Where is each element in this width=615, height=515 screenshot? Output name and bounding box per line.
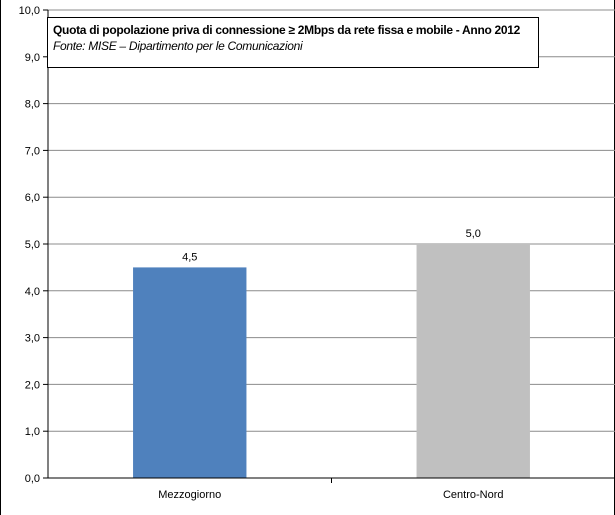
y-tick-label: 5,0 — [25, 239, 40, 251]
chart-title: Quota di popolazione priva di connession… — [53, 23, 521, 37]
y-tick-label: 8,0 — [25, 99, 40, 111]
x-category-label: Centro-Nord — [443, 489, 504, 501]
bar-mezzogiorno — [133, 267, 247, 478]
bars — [133, 244, 530, 478]
axes — [47, 10, 615, 483]
y-tick-label: 0,0 — [25, 473, 40, 485]
y-tick-label: 6,0 — [25, 192, 40, 204]
y-tick-label: 9,0 — [25, 52, 40, 64]
chart-subtitle: Fonte: MISE – Dipartimento per le Comuni… — [53, 39, 303, 53]
y-tick-label: 3,0 — [25, 333, 40, 345]
y-tick-label: 7,0 — [25, 145, 40, 157]
y-tick-label: 2,0 — [25, 379, 40, 391]
data-label: 5,0 — [466, 228, 481, 240]
chart-title-box: Quota di popolazione priva di connession… — [47, 17, 539, 68]
data-labels: 4,5 5,0 — [182, 228, 481, 263]
y-tick-label: 10,0 — [19, 5, 40, 17]
x-axis-labels: Mezzogiorno Centro-Nord — [158, 489, 503, 501]
y-axis-ticks: 0,0 1,0 2,0 3,0 4,0 5,0 6,0 7,0 8,0 9,0 10,0 — [19, 5, 48, 485]
y-tick-label: 4,0 — [25, 286, 40, 298]
bar-centro-nord — [416, 244, 530, 478]
y-tick-label: 1,0 — [25, 426, 40, 438]
data-label: 4,5 — [182, 251, 197, 263]
x-category-label: Mezzogiorno — [158, 489, 221, 501]
